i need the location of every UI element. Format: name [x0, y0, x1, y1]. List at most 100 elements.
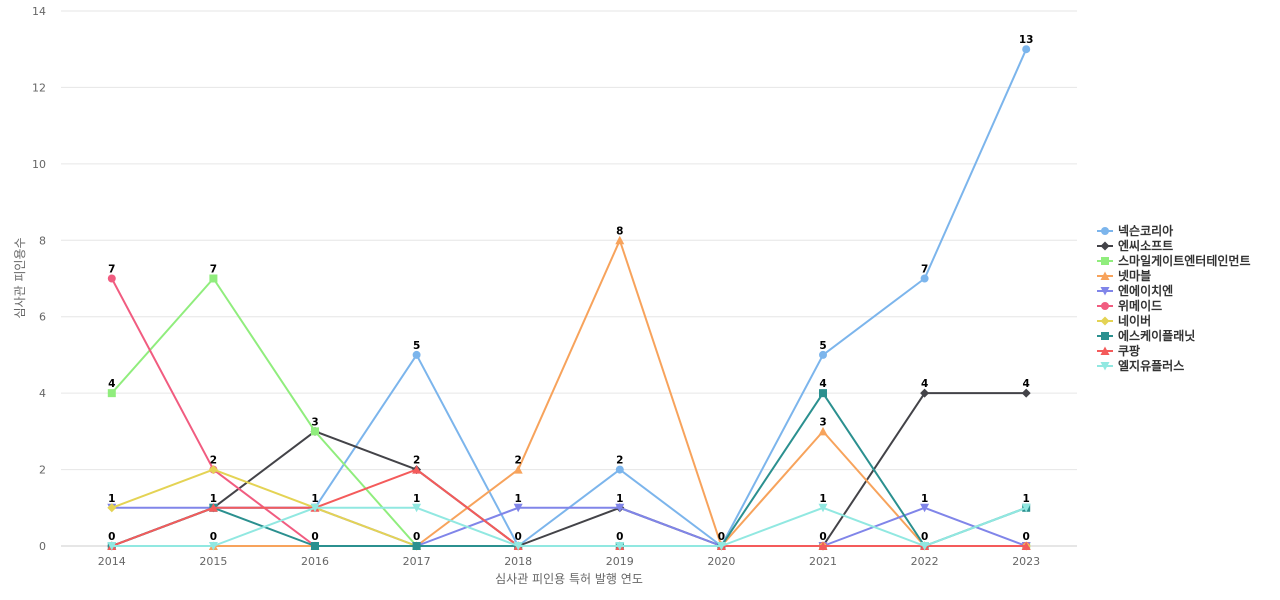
data-point[interactable]: [920, 274, 929, 283]
legend-marker: [1100, 346, 1110, 355]
x-tick-label: 2017: [403, 555, 431, 568]
data-point[interactable]: [818, 426, 828, 436]
series-line[interactable]: [110, 48, 1028, 547]
data-label: 1: [311, 493, 318, 505]
data-label: 1: [921, 493, 928, 505]
series-10: [107, 503, 1031, 551]
data-label: 3: [311, 416, 318, 428]
data-label: 0: [718, 531, 725, 543]
data-point[interactable]: [412, 350, 421, 359]
data-point[interactable]: [818, 503, 828, 513]
legend-item[interactable]: 엘지유플러스: [1097, 358, 1184, 373]
data-point[interactable]: [208, 465, 218, 475]
legend-label: 스마일게이트엔터테인먼트: [1118, 253, 1250, 268]
x-tick-label: 2021: [809, 555, 837, 568]
x-axis-title: 심사관 피인용 특허 발행 연도: [495, 571, 643, 586]
x-tick-label: 2014: [98, 555, 126, 568]
legend-marker: [1100, 241, 1110, 251]
data-label: 2: [210, 455, 217, 467]
legend-item[interactable]: 엔에이치엔: [1097, 283, 1173, 298]
legend: 넥슨코리아엔씨소프트스마일게이트엔터테인먼트넷마블엔에이치엔위메이드네이버에스케…: [1097, 223, 1250, 373]
legend-item[interactable]: 넥슨코리아: [1097, 223, 1173, 238]
legend-label: 엘지유플러스: [1118, 358, 1184, 373]
legend-marker: [1100, 271, 1110, 280]
y-tick-label: 6: [39, 311, 46, 324]
data-point[interactable]: [615, 503, 625, 513]
legend-marker: [1101, 257, 1109, 265]
data-point[interactable]: [107, 389, 116, 398]
data-label: 4: [921, 378, 928, 390]
data-point[interactable]: [412, 542, 421, 550]
data-point[interactable]: [107, 274, 116, 283]
data-point[interactable]: [615, 542, 625, 551]
data-label: 1: [515, 493, 522, 505]
data-label: 1: [210, 493, 217, 505]
legend-marker: [1101, 332, 1109, 340]
legend-item[interactable]: 넷마블: [1097, 268, 1151, 283]
data-label: 1: [108, 493, 115, 505]
x-tick-label: 2022: [911, 555, 939, 568]
x-tick-label: 2016: [301, 555, 329, 568]
data-point[interactable]: [209, 274, 218, 283]
data-point[interactable]: [513, 465, 523, 474]
data-label: 0: [515, 531, 522, 543]
data-point[interactable]: [310, 503, 320, 513]
data-point[interactable]: [819, 389, 827, 398]
data-point[interactable]: [1022, 45, 1031, 54]
data-point[interactable]: [513, 542, 523, 551]
data-point[interactable]: [920, 388, 930, 398]
data-point[interactable]: [412, 503, 422, 513]
x-tick-label: 2018: [504, 555, 532, 568]
data-point[interactable]: [716, 542, 726, 551]
series-layer: [107, 45, 1031, 551]
data-label: 0: [210, 531, 217, 543]
data-point[interactable]: [412, 465, 422, 474]
legend-item[interactable]: 네이버: [1097, 313, 1151, 328]
data-point[interactable]: [311, 542, 319, 550]
data-point[interactable]: [107, 503, 117, 513]
data-label: 0: [413, 531, 420, 543]
data-label: 4: [108, 378, 115, 390]
legend-item[interactable]: 쿠팡: [1097, 343, 1140, 358]
data-label: 5: [819, 340, 826, 352]
x-tick-label: 2015: [199, 555, 227, 568]
data-point[interactable]: [818, 541, 828, 551]
data-point[interactable]: [208, 503, 218, 512]
data-label: 1: [616, 493, 623, 505]
data-point[interactable]: [1021, 388, 1031, 398]
data-point[interactable]: [819, 350, 827, 359]
data-label: 0: [108, 531, 115, 543]
data-point[interactable]: [208, 542, 218, 551]
legend-label: 쿠팡: [1118, 343, 1140, 358]
data-point[interactable]: [513, 503, 523, 513]
data-point[interactable]: [1021, 503, 1031, 513]
y-tick-label: 14: [32, 5, 46, 18]
data-point[interactable]: [1021, 541, 1031, 551]
legend-label: 위메이드: [1118, 298, 1162, 313]
legend-label: 엔씨소프트: [1118, 238, 1173, 253]
legend-item[interactable]: 위메이드: [1097, 298, 1162, 313]
legend-item[interactable]: 에스케이플래닛: [1097, 328, 1195, 343]
series-line[interactable]: [110, 506, 1028, 547]
data-point[interactable]: [920, 542, 930, 551]
data-label: 0: [819, 531, 826, 543]
data-label: 0: [1023, 531, 1030, 543]
grid-layer: [61, 10, 1077, 547]
data-point[interactable]: [311, 427, 319, 436]
y-tick-label: 4: [39, 387, 46, 400]
legend-label: 엔에이치엔: [1118, 283, 1173, 298]
legend-item[interactable]: 스마일게이트엔터테인먼트: [1097, 253, 1250, 268]
series-1: [107, 45, 1031, 550]
legend-item[interactable]: 엔씨소프트: [1097, 238, 1173, 253]
legend-marker: [1100, 316, 1110, 326]
x-tick-label: 2020: [707, 555, 735, 568]
data-point[interactable]: [107, 542, 117, 551]
data-point[interactable]: [615, 235, 625, 245]
data-point[interactable]: [615, 465, 624, 474]
series-line[interactable]: [110, 239, 1028, 547]
data-label: 0: [921, 531, 928, 543]
data-label: 1: [1023, 493, 1030, 505]
y-tick-label: 0: [39, 540, 46, 553]
data-point[interactable]: [920, 503, 930, 513]
